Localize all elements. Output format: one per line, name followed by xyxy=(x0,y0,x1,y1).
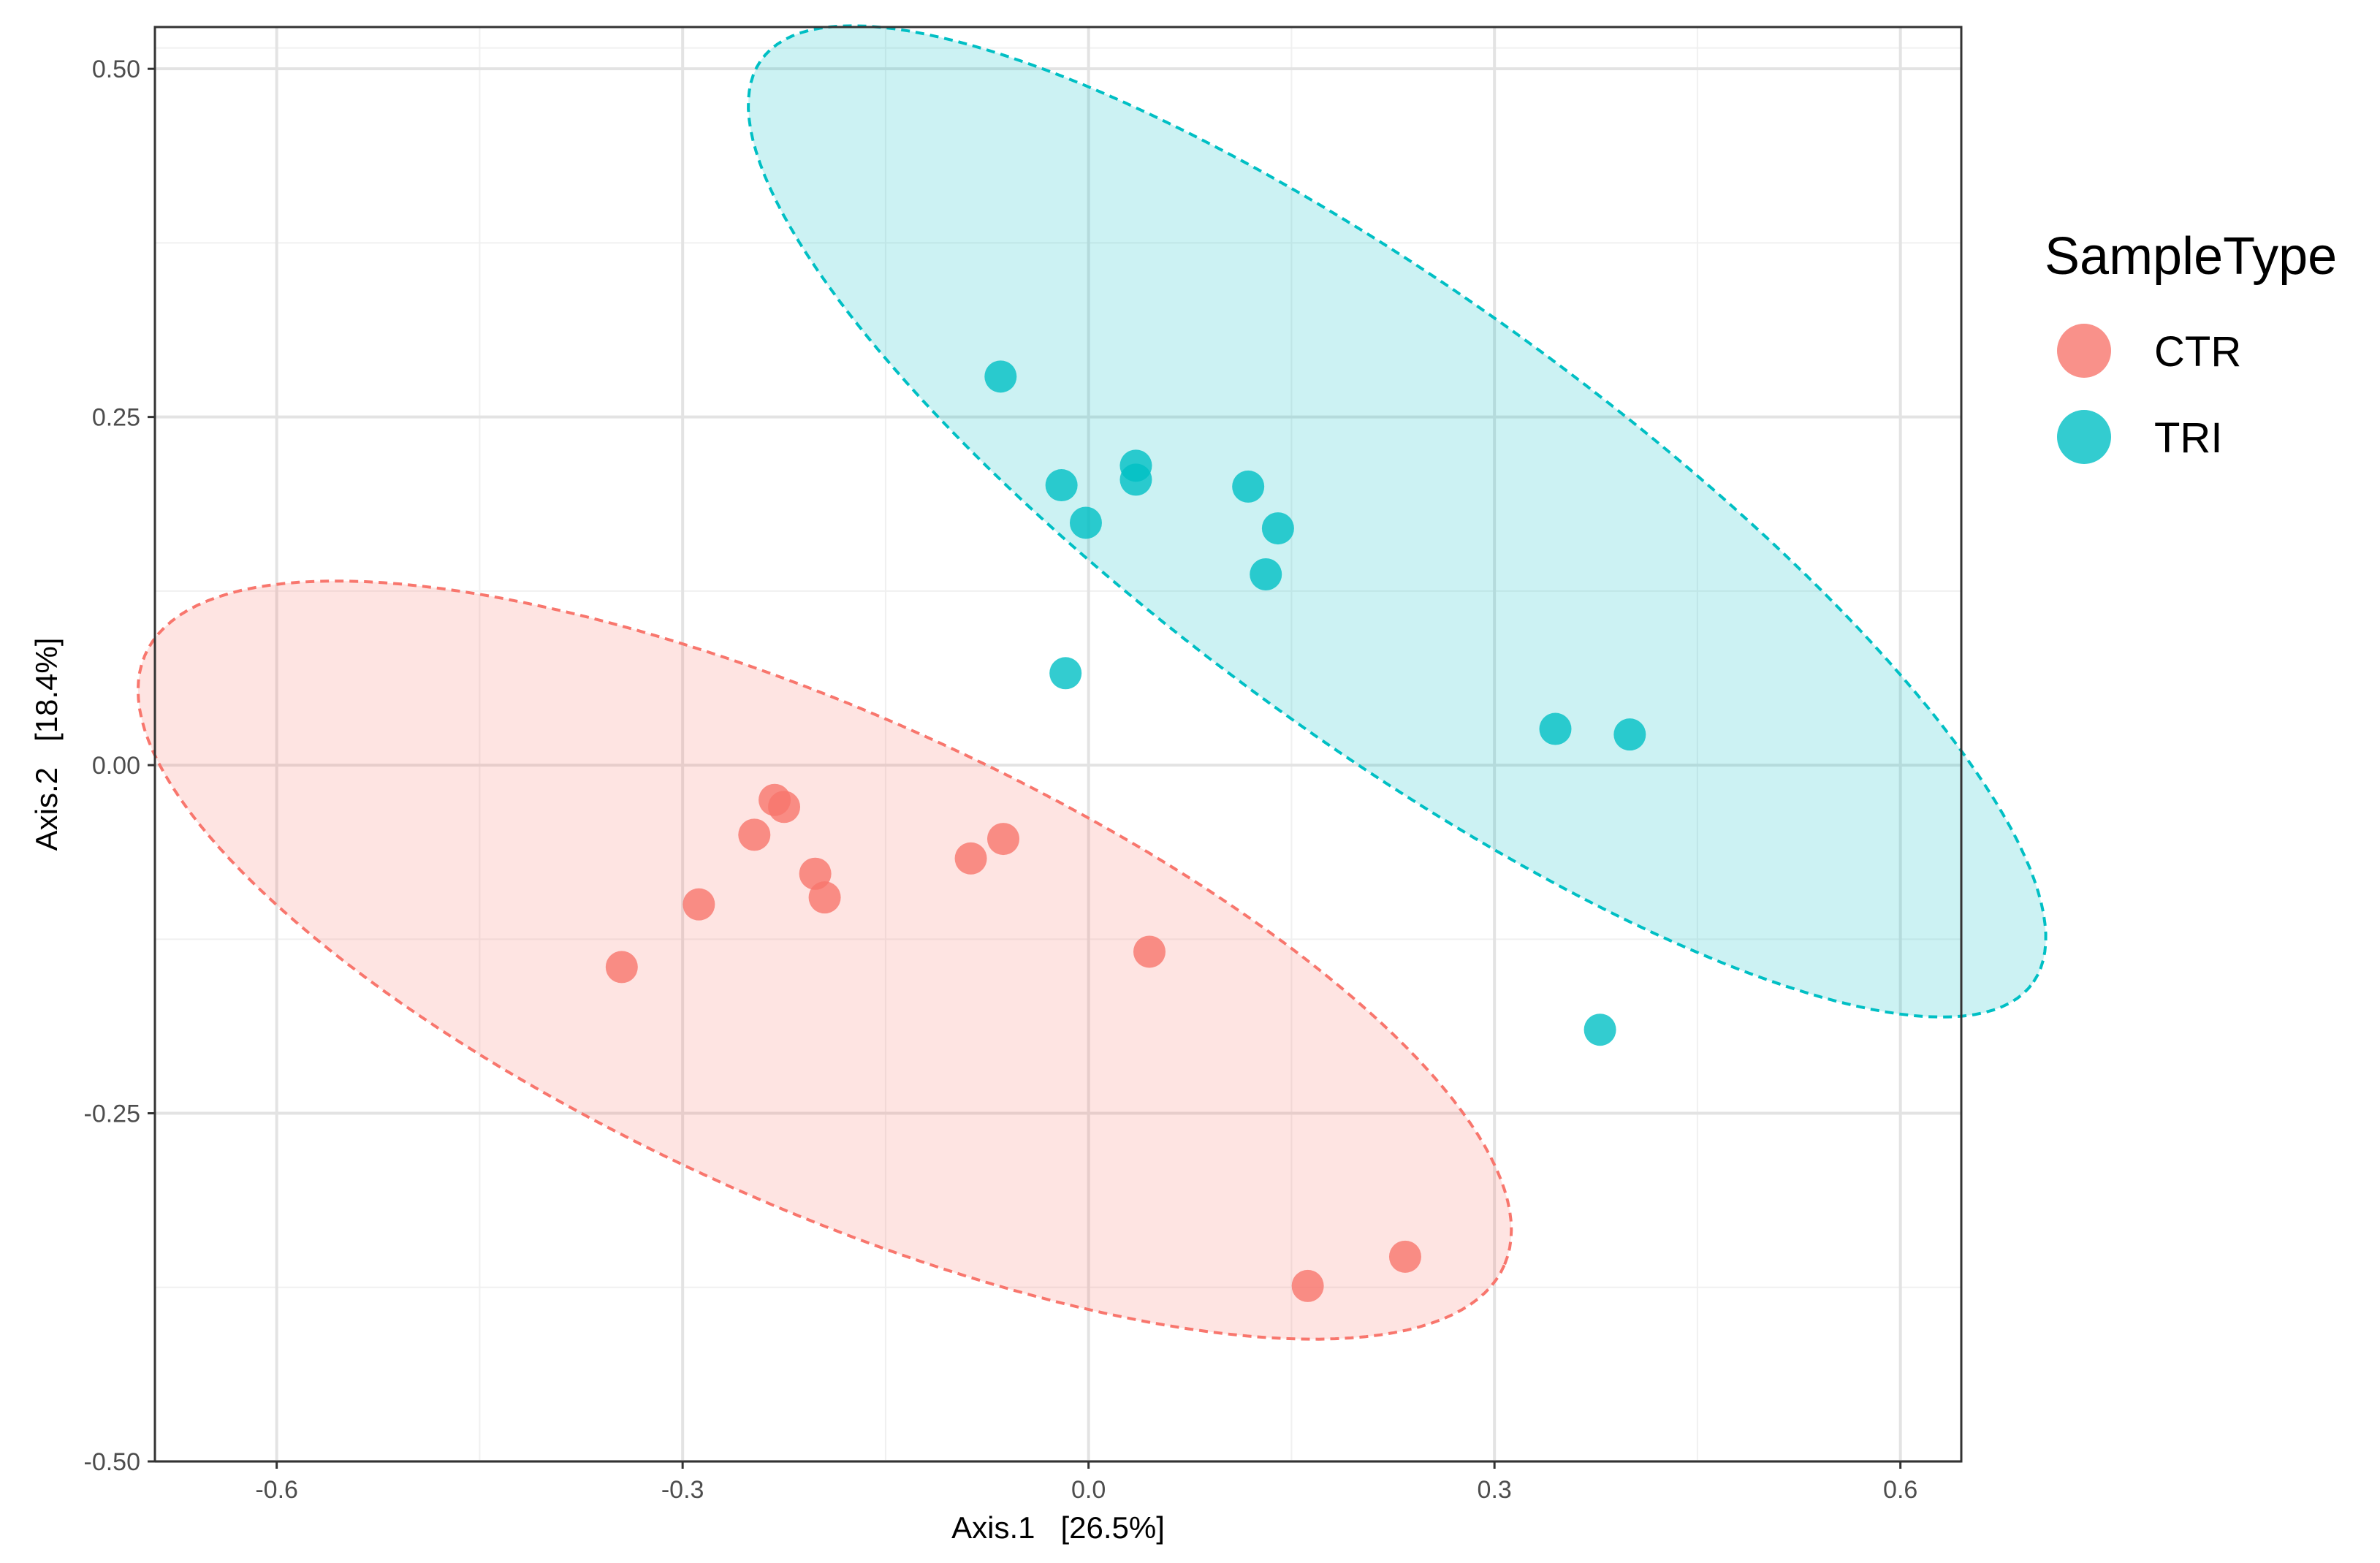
point-tri xyxy=(1232,470,1265,503)
point-tri xyxy=(1069,506,1102,539)
point-tri xyxy=(1539,712,1572,745)
y-tick-label: -0.50 xyxy=(84,1448,141,1476)
y-axis-title: Axis.2 [18.4%] xyxy=(29,638,64,851)
point-tri xyxy=(1045,469,1078,502)
point-tri xyxy=(984,360,1017,393)
point-tri xyxy=(1049,657,1082,690)
x-tick-label: -0.3 xyxy=(661,1476,704,1504)
point-tri xyxy=(1613,718,1646,751)
x-axis-title: Axis.1 [26.5%] xyxy=(951,1510,1165,1545)
y-tick-label: 0.25 xyxy=(92,404,140,432)
legend-label-tri: TRI xyxy=(2154,414,2222,462)
legend-items: CTR TRI xyxy=(2057,324,2241,464)
plot-background xyxy=(155,27,1961,1461)
point-tri xyxy=(1119,463,1152,496)
point-ctr xyxy=(987,823,1020,856)
ellipse-ctr xyxy=(136,579,1513,1341)
point-tri xyxy=(1584,1014,1616,1046)
point-ctr xyxy=(1133,935,1166,968)
point-tri xyxy=(1250,558,1282,590)
point-ctr xyxy=(954,842,987,875)
legend: SampleType CTR TRI xyxy=(2045,227,2337,464)
x-axis-ticks: -0.6 -0.3 0.0 0.3 0.6 xyxy=(255,1461,1917,1504)
point-ctr xyxy=(1291,1269,1324,1302)
confidence-ellipses xyxy=(136,24,2048,1341)
legend-key-tri xyxy=(2057,410,2111,464)
minor-gridlines xyxy=(155,27,1961,1461)
data-points xyxy=(605,360,1646,1302)
y-tick-label: 0.00 xyxy=(92,752,140,780)
point-ctr xyxy=(738,818,771,851)
point-ctr xyxy=(1388,1240,1421,1273)
plot-panel xyxy=(136,24,2048,1463)
point-ctr xyxy=(683,888,715,921)
y-axis-ticks: -0.50 -0.25 0.00 0.25 0.50 xyxy=(84,56,155,1476)
legend-label-ctr: CTR xyxy=(2154,328,2241,376)
x-tick-label: 0.3 xyxy=(1478,1476,1512,1504)
y-tick-label: 0.50 xyxy=(92,56,140,83)
point-tri xyxy=(1261,512,1294,545)
legend-title: SampleType xyxy=(2045,227,2337,286)
point-ctr xyxy=(768,791,801,824)
x-tick-label: 0.6 xyxy=(1883,1476,1917,1504)
point-ctr xyxy=(605,951,638,984)
legend-key-ctr xyxy=(2057,324,2111,378)
x-tick-label: 0.0 xyxy=(1071,1476,1106,1504)
plot-border xyxy=(153,26,1963,1463)
x-tick-label: -0.6 xyxy=(255,1476,298,1504)
y-tick-label: -0.25 xyxy=(84,1100,141,1128)
point-ctr xyxy=(808,881,841,914)
ellipse-tri xyxy=(747,24,2048,1019)
